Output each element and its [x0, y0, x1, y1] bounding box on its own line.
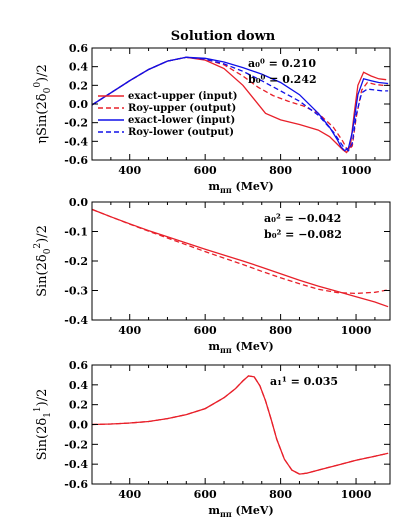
y-tick-label: 0.0: [69, 98, 88, 111]
x-tick-label: 800: [269, 324, 292, 337]
x-tick-label: 400: [118, 488, 141, 501]
y-axis-label: Sin(2δ11)/2: [33, 389, 53, 461]
x-tick-label: 400: [118, 164, 141, 177]
y-tick-label: -0.1: [64, 226, 88, 239]
panel-isotensor-s-wave: 400 600 800 1000 0.0 -0.1 -0.2 -0.3 -0.4 mππ (MeV…: [33, 196, 391, 355]
x-axis-label: mππ (MeV): [208, 340, 273, 355]
y-tick-label: -0.6: [64, 478, 88, 491]
y-tick-label: -0.6: [64, 154, 88, 167]
x-tick-label: 600: [194, 324, 217, 337]
legend-label: Roy-lower (output): [128, 127, 234, 138]
y-tick-label: 0.0: [69, 196, 88, 209]
y-tick-label: 0.0: [69, 419, 88, 432]
series-line-2-1: [91, 375, 389, 475]
figure-title: Solution down: [171, 29, 276, 44]
y-axis-label: ηSin(2δ00)/2: [33, 64, 53, 144]
y-tick-label: 0.2: [69, 399, 88, 412]
y-tick-label: -0.4: [64, 458, 88, 471]
series-line-1-0: [91, 208, 389, 308]
series-line-1-1: [91, 208, 389, 295]
parameter-annotation: a₁¹ = 0.035: [270, 375, 338, 388]
legend-label: exact-lower (input): [128, 115, 235, 126]
x-tick-label: 600: [194, 488, 217, 501]
legend-label: exact-upper (input): [128, 91, 237, 102]
y-tick-label: -0.2: [64, 255, 88, 268]
y-tick-label: -0.4: [64, 314, 88, 327]
x-tick-label: 800: [269, 488, 292, 501]
y-tick-label: 0.2: [69, 79, 88, 92]
y-tick-label: 0.6: [69, 42, 88, 55]
parameter-annotation: b₀⁰ = 0.242: [248, 73, 317, 86]
y-tick-label: -0.3: [64, 285, 88, 298]
series-line-0-3: [91, 56, 389, 152]
parameter-annotation: a₀⁰ = 0.210: [248, 57, 316, 70]
x-tick-label: 600: [194, 164, 217, 177]
x-tick-label: 1000: [341, 164, 372, 177]
x-axis-label: mππ (MeV): [208, 180, 273, 195]
y-tick-label: 0.6: [69, 359, 88, 372]
series-line-2-0: [91, 375, 389, 475]
y-tick-label: -0.2: [64, 438, 88, 451]
parameter-annotation: a₀² = −0.042: [264, 212, 341, 225]
x-tick-label: 400: [118, 324, 141, 337]
parameter-annotation: b₀² = −0.082: [264, 228, 342, 241]
y-axis-label: Sin(2δ02)/2: [33, 225, 53, 297]
y-tick-label: -0.4: [64, 135, 88, 148]
legend-label: Roy-upper (output): [128, 103, 236, 114]
y-tick-label: 0.4: [69, 61, 88, 74]
y-tick-label: 0.4: [69, 379, 88, 392]
x-tick-label: 1000: [341, 488, 372, 501]
panel-isoscalar-s-wave: 400 600 800 1000 0.6 0.4 0.2 0.0 -0.2 -0.4 -0.6 mππ…: [33, 42, 391, 195]
panel-p-wave: 400 600 800 1000 0.6 0.4 0.2 0.0 -0.2 -0.4 -0.6 mππ…: [33, 359, 391, 519]
x-tick-label: 1000: [341, 324, 372, 337]
x-tick-label: 800: [269, 164, 292, 177]
y-tick-label: -0.2: [64, 117, 88, 130]
x-axis-label: mππ (MeV): [208, 504, 273, 519]
